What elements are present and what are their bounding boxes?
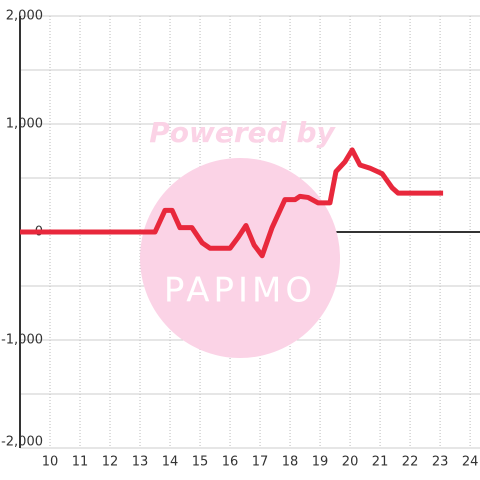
x-tick-label: 15 <box>192 455 209 470</box>
x-tick-label: 14 <box>162 455 179 470</box>
y-tick-label: -2,000 <box>1 435 43 450</box>
watermark-bottom: PAPIMO <box>164 271 316 311</box>
x-tick-label: 13 <box>132 455 149 470</box>
x-tick-label: 17 <box>252 455 269 470</box>
y-tick-label: 1,000 <box>6 117 43 132</box>
y-tick-label: 2,000 <box>6 9 43 24</box>
x-tick-label: 18 <box>282 455 299 470</box>
x-tick-label: 22 <box>402 455 419 470</box>
x-tick-label: 24 <box>462 455 479 470</box>
x-tick-label: 11 <box>72 455 89 470</box>
x-tick-label: 12 <box>102 455 119 470</box>
x-tick-label: 23 <box>432 455 449 470</box>
watermark: Powered by PAPIMO <box>140 116 340 358</box>
x-tick-label: 20 <box>342 455 359 470</box>
x-tick-label: 19 <box>312 455 329 470</box>
x-tick-label: 21 <box>372 455 389 470</box>
y-tick-label: -1,000 <box>1 333 43 348</box>
x-tick-label: 16 <box>222 455 239 470</box>
x-tick-label: 10 <box>42 455 59 470</box>
watermark-top: Powered by <box>149 116 336 149</box>
watermark-circle <box>140 158 340 358</box>
data-line <box>20 147 444 259</box>
